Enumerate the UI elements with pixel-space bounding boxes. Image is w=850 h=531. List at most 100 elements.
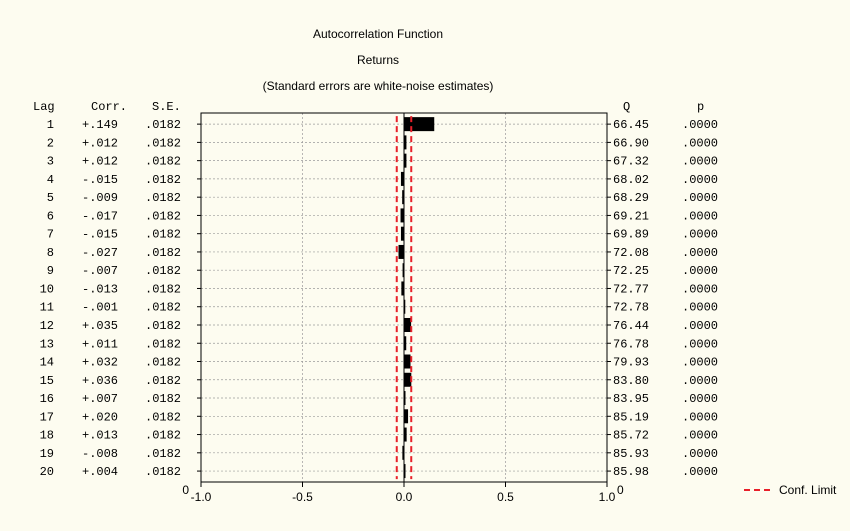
lag-label: 16 xyxy=(40,392,54,406)
q-label: 69.89 xyxy=(613,228,649,242)
acf-bar-lag-14 xyxy=(404,354,411,369)
p-label: .0000 xyxy=(682,337,718,351)
p-label: .0000 xyxy=(682,228,718,242)
acf-bar-lag-6 xyxy=(400,208,404,223)
acf-bar-lag-8 xyxy=(398,244,404,259)
p-label: .0000 xyxy=(682,264,718,278)
p-label: .0000 xyxy=(682,447,718,461)
lag-label: 17 xyxy=(40,410,54,424)
acf-bar-lag-13 xyxy=(404,336,407,351)
lag-label: 15 xyxy=(40,374,54,388)
lag-label: 10 xyxy=(40,282,54,296)
se-label: .0182 xyxy=(145,282,181,296)
acf-bar-lag-17 xyxy=(404,409,409,424)
header-corr: Corr. xyxy=(91,100,127,114)
acf-bar-lag-7 xyxy=(400,226,404,241)
p-label: .0000 xyxy=(682,429,718,443)
x-tick-label: -1.0 xyxy=(191,490,212,504)
lag-label: 19 xyxy=(40,447,54,461)
acf-bar-lag-1 xyxy=(404,117,435,132)
se-label: .0182 xyxy=(145,228,181,242)
acf-bar-lag-10 xyxy=(401,281,404,296)
p-label: .0000 xyxy=(682,155,718,169)
corr-label: -.017 xyxy=(82,209,118,223)
corr-label: -.013 xyxy=(82,282,118,296)
acf-bar-lag-19 xyxy=(402,445,404,460)
q-label: 79.93 xyxy=(613,356,649,370)
left-axis-zero-label: 0 xyxy=(182,483,189,497)
lag-label: 8 xyxy=(47,246,54,260)
p-label: .0000 xyxy=(682,246,718,260)
q-label: 66.45 xyxy=(613,118,649,132)
se-label: .0182 xyxy=(145,118,181,132)
lag-label: 11 xyxy=(40,301,54,315)
p-label: .0000 xyxy=(682,282,718,296)
acf-bar-lag-5 xyxy=(402,190,404,205)
lag-label: 20 xyxy=(40,465,54,479)
se-label: .0182 xyxy=(145,155,181,169)
se-label: .0182 xyxy=(145,447,181,461)
acf-bar-lag-20 xyxy=(404,464,406,479)
q-label: 76.44 xyxy=(613,319,649,333)
right-axis-zero-label: 0 xyxy=(617,483,624,497)
se-label: .0182 xyxy=(145,136,181,150)
q-label: 68.02 xyxy=(613,173,649,187)
se-label: .0182 xyxy=(145,209,181,223)
acf-bar-lag-11 xyxy=(403,299,406,314)
acf-rows: 1 +.149 .0182 66.45 .0000 2 +.012 .0182 66.90 .00… xyxy=(40,117,718,479)
corr-label: -.007 xyxy=(82,264,118,278)
corr-label: -.015 xyxy=(82,173,118,187)
corr-label: +.032 xyxy=(82,356,118,370)
acf-bar-lag-9 xyxy=(402,263,405,278)
p-label: .0000 xyxy=(682,173,718,187)
header-se: S.E. xyxy=(152,100,181,114)
q-label: 85.93 xyxy=(613,447,649,461)
q-label: 67.32 xyxy=(613,155,649,169)
q-label: 85.98 xyxy=(613,465,649,479)
legend: Conf. Limit xyxy=(744,483,837,497)
q-label: 68.29 xyxy=(613,191,649,205)
q-label: 83.95 xyxy=(613,392,649,406)
acf-bar-lag-16 xyxy=(404,391,406,406)
corr-label: -.015 xyxy=(82,228,118,242)
se-label: .0182 xyxy=(145,374,181,388)
x-tick-label: 0.0 xyxy=(396,490,413,504)
chart-note: (Standard errors are white-noise estimat… xyxy=(263,79,494,93)
acf-bar-lag-4 xyxy=(400,171,404,186)
p-label: .0000 xyxy=(682,392,718,406)
p-label: .0000 xyxy=(682,410,718,424)
se-label: .0182 xyxy=(145,410,181,424)
grid-lines xyxy=(201,113,607,482)
se-label: .0182 xyxy=(145,246,181,260)
se-label: .0182 xyxy=(145,392,181,406)
q-label: 66.90 xyxy=(613,136,649,150)
acf-bar-lag-12 xyxy=(404,317,412,332)
se-label: .0182 xyxy=(145,429,181,443)
lag-label: 2 xyxy=(47,136,54,150)
chart-subtitle: Returns xyxy=(357,53,399,67)
corr-label: +.035 xyxy=(82,319,118,333)
lag-label: 5 xyxy=(47,191,54,205)
lag-label: 4 xyxy=(47,173,54,187)
lag-label: 18 xyxy=(40,429,54,443)
lag-label: 14 xyxy=(40,356,54,370)
q-label: 85.19 xyxy=(613,410,649,424)
corr-label: +.007 xyxy=(82,392,118,406)
corr-label: -.001 xyxy=(82,301,118,315)
corr-label: +.012 xyxy=(82,136,118,150)
q-label: 72.78 xyxy=(613,301,649,315)
header-q: Q xyxy=(623,100,630,114)
corr-label: +.004 xyxy=(82,465,118,479)
acf-bar-lag-18 xyxy=(404,427,407,442)
p-label: .0000 xyxy=(682,136,718,150)
q-label: 83.80 xyxy=(613,374,649,388)
acf-bar-lag-3 xyxy=(404,153,407,168)
lag-label: 6 xyxy=(47,209,54,223)
acf-bar-lag-2 xyxy=(404,135,407,150)
q-label: 72.08 xyxy=(613,246,649,260)
corr-label: -.009 xyxy=(82,191,118,205)
q-label: 69.21 xyxy=(613,209,649,223)
x-tick-label: 0.5 xyxy=(497,490,514,504)
